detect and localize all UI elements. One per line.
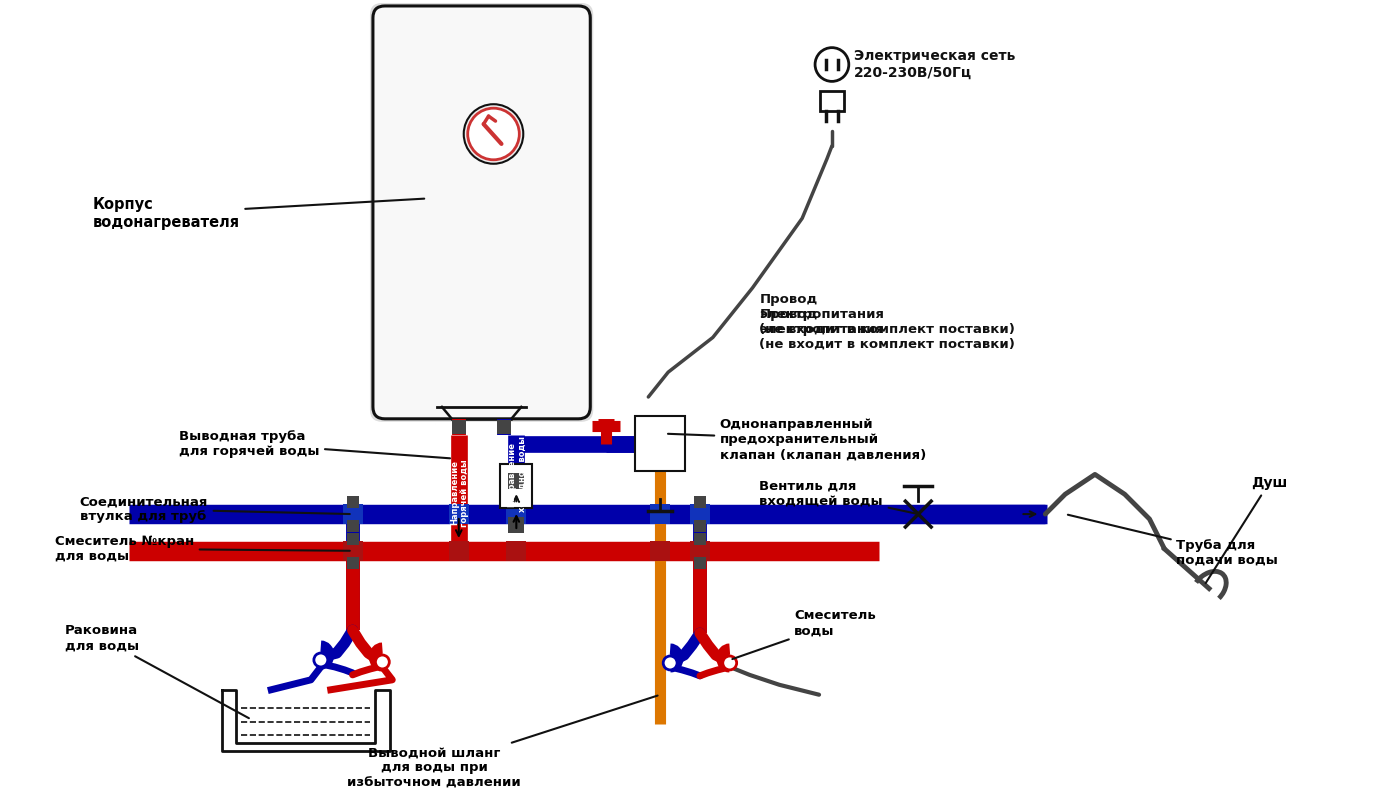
Text: Смеситель №кран
для воды: Смеситель №кран для воды — [55, 535, 350, 563]
Bar — [693, 557, 706, 569]
Bar — [508, 474, 525, 490]
Text: Выводной шланг
для воды при
избыточном давлении: Выводной шланг для воды при избыточном д… — [347, 695, 657, 790]
Text: Электрическая сеть
220-230В/50Гц: Электрическая сеть 220-230В/50Гц — [854, 50, 1014, 80]
Bar — [635, 416, 685, 471]
Text: Душ: Душ — [1205, 476, 1287, 583]
Bar — [346, 533, 358, 545]
Bar — [650, 541, 670, 561]
Bar — [507, 504, 526, 524]
Text: Раковина
для воды: Раковина для воды — [65, 624, 249, 718]
Bar — [650, 504, 670, 524]
Bar — [821, 91, 844, 111]
Bar — [346, 496, 358, 508]
Circle shape — [464, 104, 523, 164]
Text: Корпус
водонагревателя: Корпус водонагревателя — [93, 197, 425, 230]
Circle shape — [468, 108, 519, 160]
Bar — [501, 465, 533, 508]
Bar — [693, 496, 706, 508]
Text: Труба для
подачи воды: Труба для подачи воды — [1068, 514, 1279, 566]
Text: Выводная труба
для горячей воды: Выводная труба для горячей воды — [179, 430, 450, 458]
Text: Направление
горячей воды: Направление горячей воды — [450, 459, 469, 526]
Bar — [693, 520, 706, 532]
Bar — [691, 541, 710, 561]
Bar — [448, 504, 469, 524]
Text: Соединительная
втулка для труб: Соединительная втулка для труб — [80, 495, 350, 523]
Text: Смеситель
воды: Смеситель воды — [732, 610, 876, 659]
Text: Вентиль для
входящей воды: Вентиль для входящей воды — [760, 479, 916, 514]
Bar — [343, 541, 363, 561]
Text: Провод
электропитания
(не входит в комплект поставки): Провод электропитания (не входит в компл… — [760, 293, 1016, 336]
Bar — [448, 541, 469, 561]
Circle shape — [663, 656, 677, 670]
Bar — [691, 504, 710, 524]
Circle shape — [375, 655, 389, 669]
Bar — [693, 533, 706, 545]
Circle shape — [722, 656, 736, 670]
Circle shape — [815, 48, 848, 82]
Text: Направление
холодной воды: Направление холодной воды — [508, 437, 527, 512]
Circle shape — [314, 653, 328, 667]
FancyBboxPatch shape — [372, 6, 590, 419]
Bar — [343, 504, 363, 524]
Bar — [508, 517, 525, 533]
Bar — [497, 420, 511, 434]
Bar — [451, 420, 466, 434]
Text: Однонаправленный
предохранительный
клапан (клапан давления): Однонаправленный предохранительный клапа… — [668, 418, 926, 461]
FancyBboxPatch shape — [370, 3, 594, 422]
Bar — [346, 520, 358, 532]
Text: Провод
электропитания
(не входит в комплект поставки): Провод электропитания (не входит в компл… — [760, 308, 1016, 350]
Bar — [507, 541, 526, 561]
Bar — [346, 557, 358, 569]
